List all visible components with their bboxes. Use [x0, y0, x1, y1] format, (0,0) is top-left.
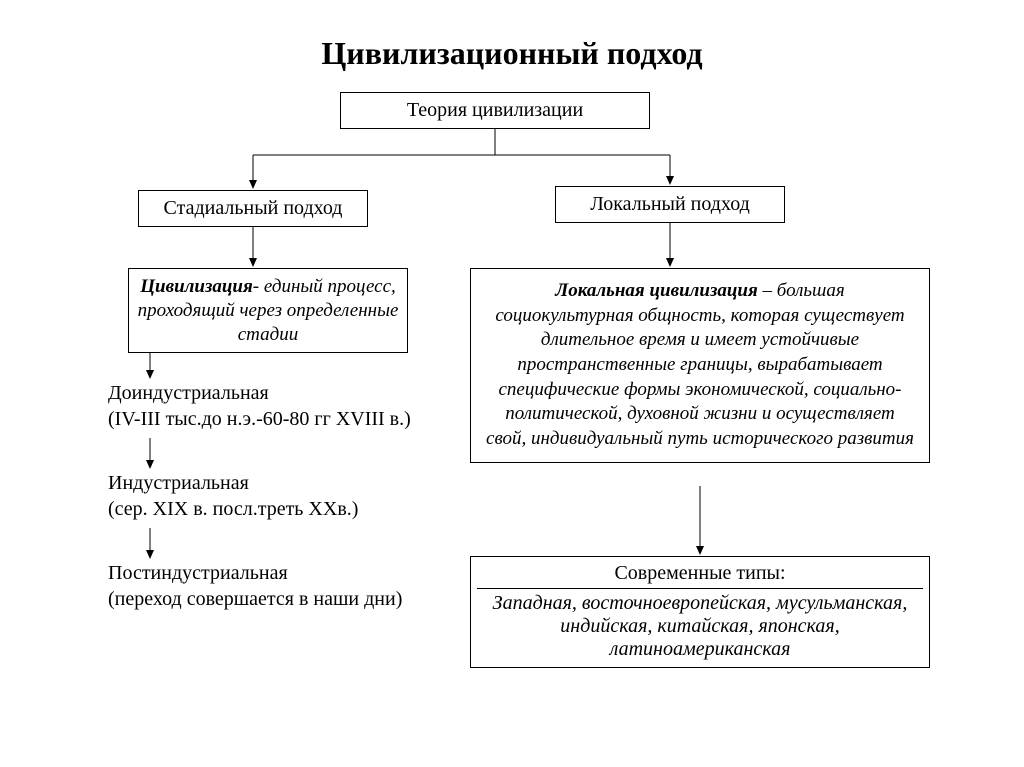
right-definition-node: Локальная цивилизация – большая социокул… — [470, 268, 930, 463]
stage-3: Постиндустриальная (переход совершается … — [108, 560, 448, 612]
left-approach-label: Стадиальный подход — [164, 197, 343, 219]
left-def-term: Цивилизация — [140, 276, 253, 297]
stage-3-label: Постиндустриальная — [108, 560, 448, 586]
right-approach-node: Локальный подход — [555, 186, 785, 223]
types-body: Западная, восточноевропейская, мусульман… — [471, 589, 929, 667]
stage-2-label: Индустриальная — [108, 470, 438, 496]
types-title: Современные типы: — [471, 557, 929, 588]
stage-2-detail: (сер. XIX в. посл.треть XXв.) — [108, 496, 438, 522]
right-approach-label: Локальный подход — [590, 193, 750, 215]
stage-1-detail: (IV-III тыс.до н.э.-60-80 гг XVIII в.) — [108, 406, 438, 432]
stage-1: Доиндустриальная (IV-III тыс.до н.э.-60-… — [108, 380, 438, 432]
left-approach-node: Стадиальный подход — [138, 190, 368, 227]
left-definition-node: Цивилизация- единый процесс, проходящий … — [128, 268, 408, 353]
stage-1-label: Доиндустриальная — [108, 380, 438, 406]
right-def-term: Локальная цивилизация — [555, 280, 758, 301]
types-node: Современные типы: Западная, восточноевро… — [470, 556, 930, 668]
stage-3-detail: (переход совершается в наши дни) — [108, 586, 448, 612]
right-def-rest: – большая социокультурная общность, кото… — [486, 280, 914, 449]
stage-2: Индустриальная (сер. XIX в. посл.треть X… — [108, 470, 438, 522]
